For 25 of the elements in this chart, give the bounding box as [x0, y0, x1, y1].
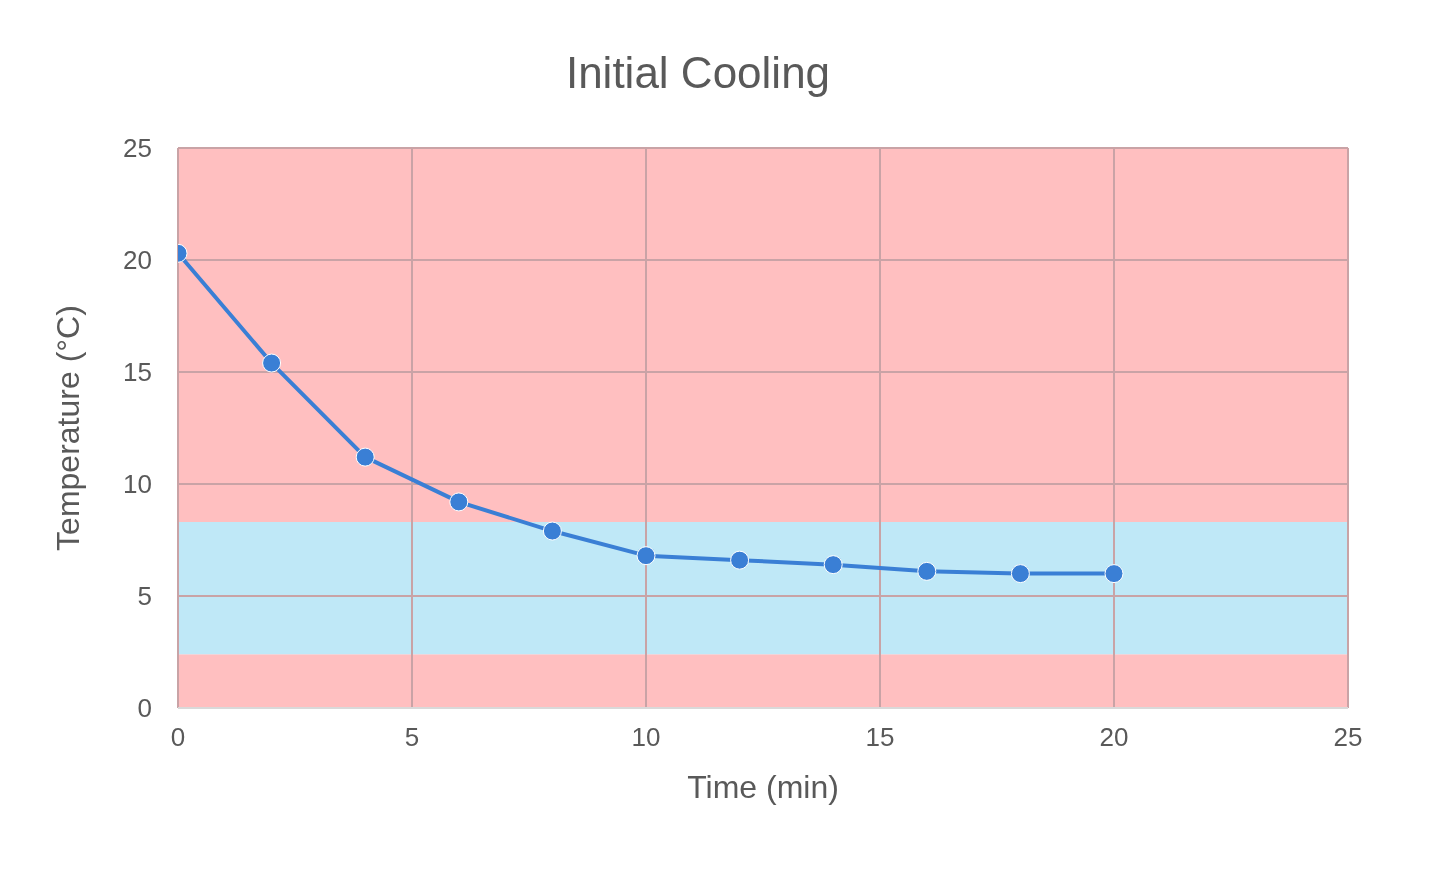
x-tick-label: 10 — [631, 722, 661, 753]
y-axis-title: Temperature (°C) — [50, 305, 87, 551]
x-tick-label: 5 — [404, 722, 420, 753]
y-tick-label: 20 — [123, 245, 152, 276]
point — [1104, 564, 1124, 584]
y-tick-label: 25 — [123, 133, 152, 164]
x-axis-title: Time (min) — [687, 769, 839, 805]
y-tick-label: 0 — [137, 693, 152, 724]
point — [449, 492, 469, 512]
point — [636, 546, 656, 566]
y-tick-label: 10 — [123, 469, 152, 500]
x-tick-label: 15 — [865, 722, 895, 753]
point — [917, 561, 937, 581]
point — [730, 550, 750, 570]
x-tick-label: 25 — [1333, 722, 1363, 753]
y-tick-label: 15 — [123, 357, 152, 388]
point — [1010, 564, 1030, 584]
x-tick-label: 20 — [1099, 722, 1129, 753]
point — [823, 555, 843, 575]
x-tick-label: 0 — [170, 722, 186, 753]
chart-title: Initial Cooling — [564, 47, 832, 99]
point — [542, 521, 562, 541]
point — [355, 447, 375, 467]
point — [262, 353, 282, 373]
y-tick-label: 5 — [137, 581, 152, 612]
